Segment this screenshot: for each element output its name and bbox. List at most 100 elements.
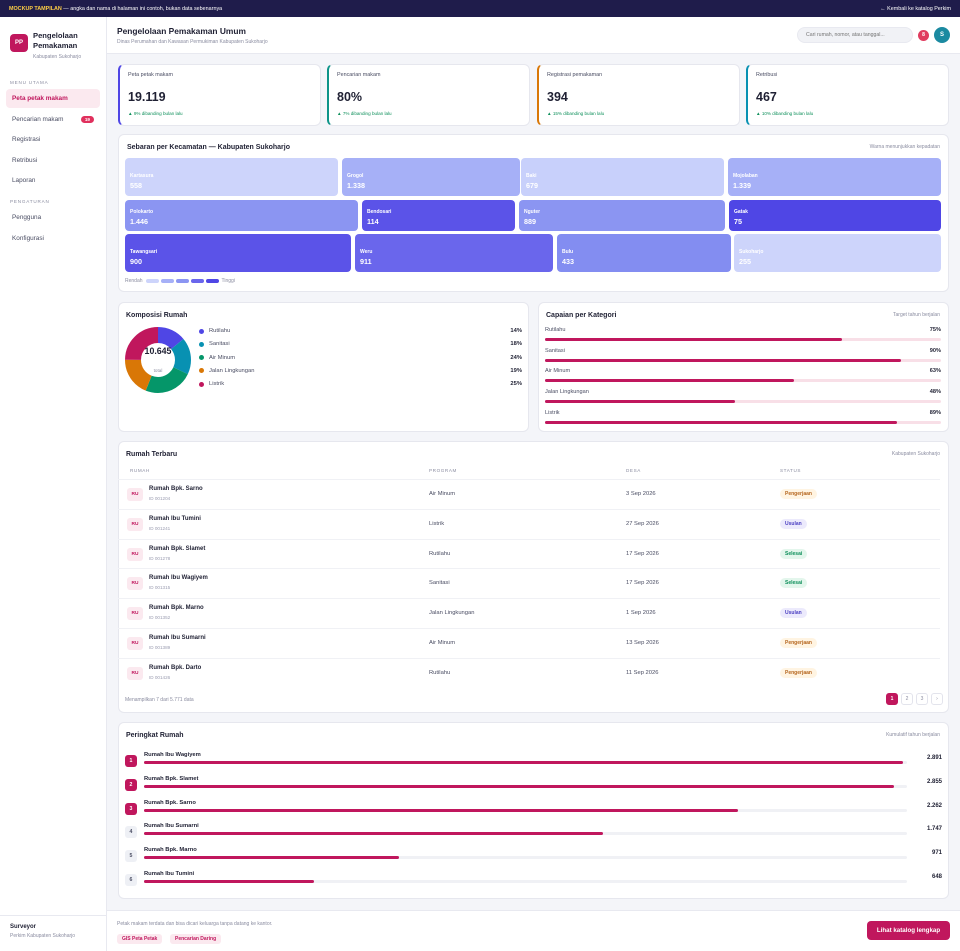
column-header-rumah: RUMAH xyxy=(130,468,150,473)
treemap-tile-mojolaban[interactable]: Mojolaban 1.339 xyxy=(728,158,941,196)
back-to-catalog-link[interactable]: ← Kembali ke katalog Perkim xyxy=(880,5,951,12)
achievement-item: Rutilahu 75% xyxy=(545,327,941,341)
sidebar-item-pengguna[interactable]: Pengguna xyxy=(6,208,100,227)
tile-name: Gatak xyxy=(734,209,748,215)
sidebar-item-laporan[interactable]: Laporan xyxy=(6,171,100,190)
tile-value: 1.446 xyxy=(130,217,148,226)
legend-label: Air Minum xyxy=(209,354,236,361)
progress-fill xyxy=(545,420,898,424)
page-3-button[interactable]: 3 xyxy=(916,693,928,705)
next-page-button[interactable]: › xyxy=(931,693,943,705)
mockup-banner: MOCKUP TAMPILAN — angka dan nama di hala… xyxy=(0,0,960,17)
table-row[interactable]: RU Rumah Bpk. Slamet ID 001278 Rutilahu 17 S… xyxy=(118,538,940,569)
tile-value: 900 xyxy=(130,257,142,266)
table-row[interactable]: RU Rumah Ibu Tumini ID 001241 Listrik 27 Sep… xyxy=(118,508,940,539)
program-cell: Air Minum xyxy=(429,640,456,646)
tile-value: 911 xyxy=(360,257,372,266)
progress-track xyxy=(545,400,941,404)
house-name: Rumah Ibu Sumarni xyxy=(149,635,206,641)
ranking-row[interactable]: 5 Rumah Bpk. Marno 971 xyxy=(125,847,942,867)
rank-fill xyxy=(144,761,904,764)
tile-name: Polokarto xyxy=(130,209,154,215)
card-title: Rumah Terbaru xyxy=(126,451,178,458)
avatar[interactable]: S xyxy=(934,27,950,43)
tile-name: Bendosari xyxy=(367,209,392,215)
achievement-item: Jalan Lingkungan 48% xyxy=(545,389,941,404)
recent-card: Rumah Terbaru Kabupaten Sukoharjo xyxy=(118,441,949,713)
donut-chart xyxy=(125,327,191,393)
treemap-tile-kartasura[interactable]: Kartasura 558 xyxy=(125,158,338,196)
house-name: Rumah Bpk. Darto xyxy=(149,664,202,671)
achievement-card: Capaian per Kategori Target tahun berjal… xyxy=(538,302,949,432)
search-input[interactable] xyxy=(797,27,913,43)
program-cell: Air Minum xyxy=(429,491,456,497)
treemap-tile-polokarto[interactable]: Polokarto 1.446 xyxy=(125,200,358,231)
sidebar-item-konfigurasi[interactable]: Konfigurasi xyxy=(6,229,100,248)
table-row[interactable]: RU Rumah Bpk. Marno ID 001352 Jalan Lingkun… xyxy=(118,598,940,628)
view-catalog-button[interactable]: Lihat katalog lengkap xyxy=(867,921,950,940)
footer: Petak makam terdata dan bisa dicari kelu… xyxy=(107,910,960,951)
kpi-delta: ▲ 10% dibanding bulan lalu xyxy=(756,111,814,116)
rank-track xyxy=(144,784,907,788)
kpi-delta: ▲ 7% dibanding bulan lalu xyxy=(337,111,392,116)
kpi-card-pencarian: Pencarian makam 80% ▲ 7% dibanding bulan… xyxy=(327,64,530,126)
treemap-tile-sukoharjo[interactable]: Sukoharjo 255 xyxy=(734,234,941,272)
page-1-button[interactable]: 1 xyxy=(886,693,898,705)
tile-name: Sukoharjo xyxy=(739,249,764,255)
page-subtitle: Dinas Perumahan dan Kawasan Permukiman K… xyxy=(117,39,268,45)
treemap-tile-gatak[interactable]: Gatak 75 xyxy=(729,200,941,231)
rank-track xyxy=(144,832,907,836)
ranking-row[interactable]: 4 Rumah Ibu Sumarni 1.747 xyxy=(125,823,942,843)
legend-label: Sanitasi xyxy=(209,341,230,348)
table-row[interactable]: RU Rumah Bpk. Sarno ID 001204 Air Minum 3 Se… xyxy=(118,479,940,509)
sidebar-item-label: Pencarian makam xyxy=(12,115,64,123)
treemap-tile-tawangsari[interactable]: Tawangsari 900 xyxy=(125,234,351,272)
table-row[interactable]: RU Rumah Ibu Wagiyem ID 001315 Sanitasi 17 S… xyxy=(118,568,940,598)
donut-slice-listrik xyxy=(125,327,191,393)
rank-fill xyxy=(144,880,315,883)
progress-track xyxy=(545,338,941,341)
treemap-tile-weru[interactable]: Weru 911 xyxy=(355,234,553,272)
table-row[interactable]: RU Rumah Ibu Sumarni ID 001389 Air Minum 13 … xyxy=(118,628,940,658)
section-label-settings: PENGATURAN xyxy=(10,199,50,204)
notification-badge[interactable]: 8 xyxy=(918,30,929,41)
sidebar-item-peta-petak-makam[interactable]: Peta petak makam xyxy=(6,89,100,108)
house-icon: RU xyxy=(127,577,143,591)
program-cell: Rutilahu xyxy=(429,550,451,557)
legend-dot xyxy=(199,341,204,347)
sidebar-item-label: Laporan xyxy=(12,177,36,184)
page-header: Pengelolaan Pemakaman Umum Dinas Perumah… xyxy=(107,17,960,54)
treemap-tile-baki[interactable]: Baki 679 xyxy=(521,158,724,196)
date-cell: 3 Sep 2026 xyxy=(626,491,656,497)
progress-track xyxy=(545,358,941,362)
ranking-row[interactable]: 1 Rumah Ibu Wagiyem 2.891 xyxy=(125,752,942,772)
page-2-button[interactable]: 2 xyxy=(901,693,913,705)
ranking-row[interactable]: 2 Rumah Bpk. Slamet 2.855 xyxy=(125,776,942,796)
treemap-tile-bulu[interactable]: Bulu 433 xyxy=(557,234,731,272)
treemap-tile-nguter[interactable]: Nguter 889 xyxy=(519,200,725,231)
tile-value: 75 xyxy=(734,217,742,226)
footer-note: Petak makam terdata dan bisa dicari kelu… xyxy=(117,921,273,927)
sidebar-item-label: Registrasi xyxy=(12,136,41,143)
legend-dot xyxy=(199,355,204,361)
ranking-row[interactable]: 3 Rumah Bpk. Sarno 2.262 xyxy=(125,800,942,820)
tile-name: Bulu xyxy=(562,249,574,255)
sidebar-item-label: Peta petak makam xyxy=(12,95,68,102)
rank-name: Rumah Ibu Wagiyem xyxy=(144,752,201,758)
ranking-row[interactable]: 6 Rumah Ibu Tumini 648 xyxy=(125,871,942,891)
chip-online-search[interactable]: Pencarian Daring xyxy=(170,934,222,944)
treemap-tile-grogol[interactable]: Grogol 1.338 xyxy=(342,158,520,196)
treemap-tile-bendosari[interactable]: Bendosari 114 xyxy=(362,200,515,231)
sidebar-item-registrasi[interactable]: Registrasi xyxy=(6,130,100,149)
legend-item: Sanitasi 18% xyxy=(199,341,522,347)
table-row[interactable]: RU Rumah Bpk. Darto ID 001426 Rutilahu 11 Se… xyxy=(118,657,940,688)
house-id: ID 001389 xyxy=(149,645,171,650)
sidebar-item-retribusi[interactable]: Retribusi xyxy=(6,151,100,170)
sidebar-item-pencarian-makam[interactable]: Pencarian makam 19 xyxy=(6,110,100,129)
achievement-label: Rutilahu xyxy=(545,327,566,333)
legend-item: Rutilahu 14% xyxy=(199,328,522,334)
user-profile[interactable]: Surveyor Perkim Kabupaten Sukoharjo xyxy=(0,915,106,951)
chip-gis[interactable]: GIS Peta Petak xyxy=(117,934,163,944)
status-badge: Pengerjaan xyxy=(780,667,817,678)
column-header-desa: DESA xyxy=(626,468,641,473)
